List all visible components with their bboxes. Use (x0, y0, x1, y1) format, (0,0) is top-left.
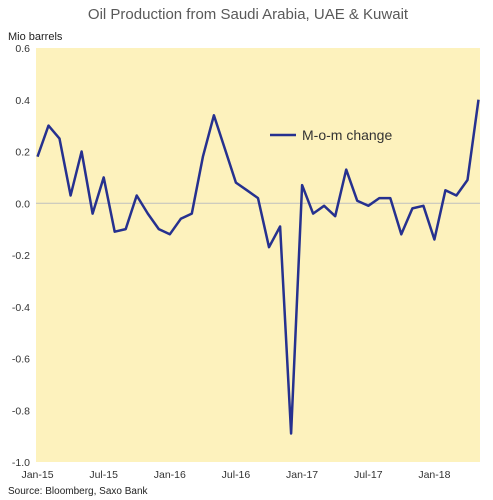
y-tick-label: 0.4 (15, 95, 30, 107)
x-axis-ticks: Jan-15 Jul-15 Jan-16 Jul-16 Jan-17 Jul-17 Jan-… (21, 469, 450, 481)
source-note: Source: Bloomberg, Saxo Bank (8, 486, 149, 497)
x-tick-label: Jul-16 (222, 469, 251, 481)
chart-title: Oil Production from Saudi Arabia, UAE & … (88, 6, 409, 23)
y-tick-label: -1.0 (12, 457, 30, 469)
plot-area (36, 48, 480, 462)
legend-label: M-o-m change (302, 127, 392, 143)
y-tick-label: -0.6 (12, 354, 30, 366)
x-tick-label: Jan-18 (418, 469, 450, 481)
y-tick-label: -0.8 (12, 405, 30, 417)
x-tick-label: Jan-17 (286, 469, 318, 481)
x-tick-label: Jan-15 (21, 469, 53, 481)
legend: M-o-m change (270, 127, 392, 143)
y-tick-label: 0.0 (15, 198, 30, 210)
y-tick-label: -0.2 (12, 250, 30, 262)
y-tick-label: 0.2 (15, 147, 30, 159)
y-tick-label: 0.6 (15, 43, 30, 55)
series-line-m-o-m-change (36, 99, 480, 435)
y-axis-ticks: 0.6 0.4 0.2 0.0 -0.2 -0.4 -0.6 -0.8 -1.0 (12, 43, 30, 469)
x-tick-label: Jan-16 (154, 469, 186, 481)
x-tick-label: Jul-17 (354, 469, 383, 481)
x-tick-label: Jul-15 (89, 469, 118, 481)
y-axis-unit-label: Mio barrels (8, 31, 63, 43)
y-tick-label: -0.4 (12, 302, 30, 314)
